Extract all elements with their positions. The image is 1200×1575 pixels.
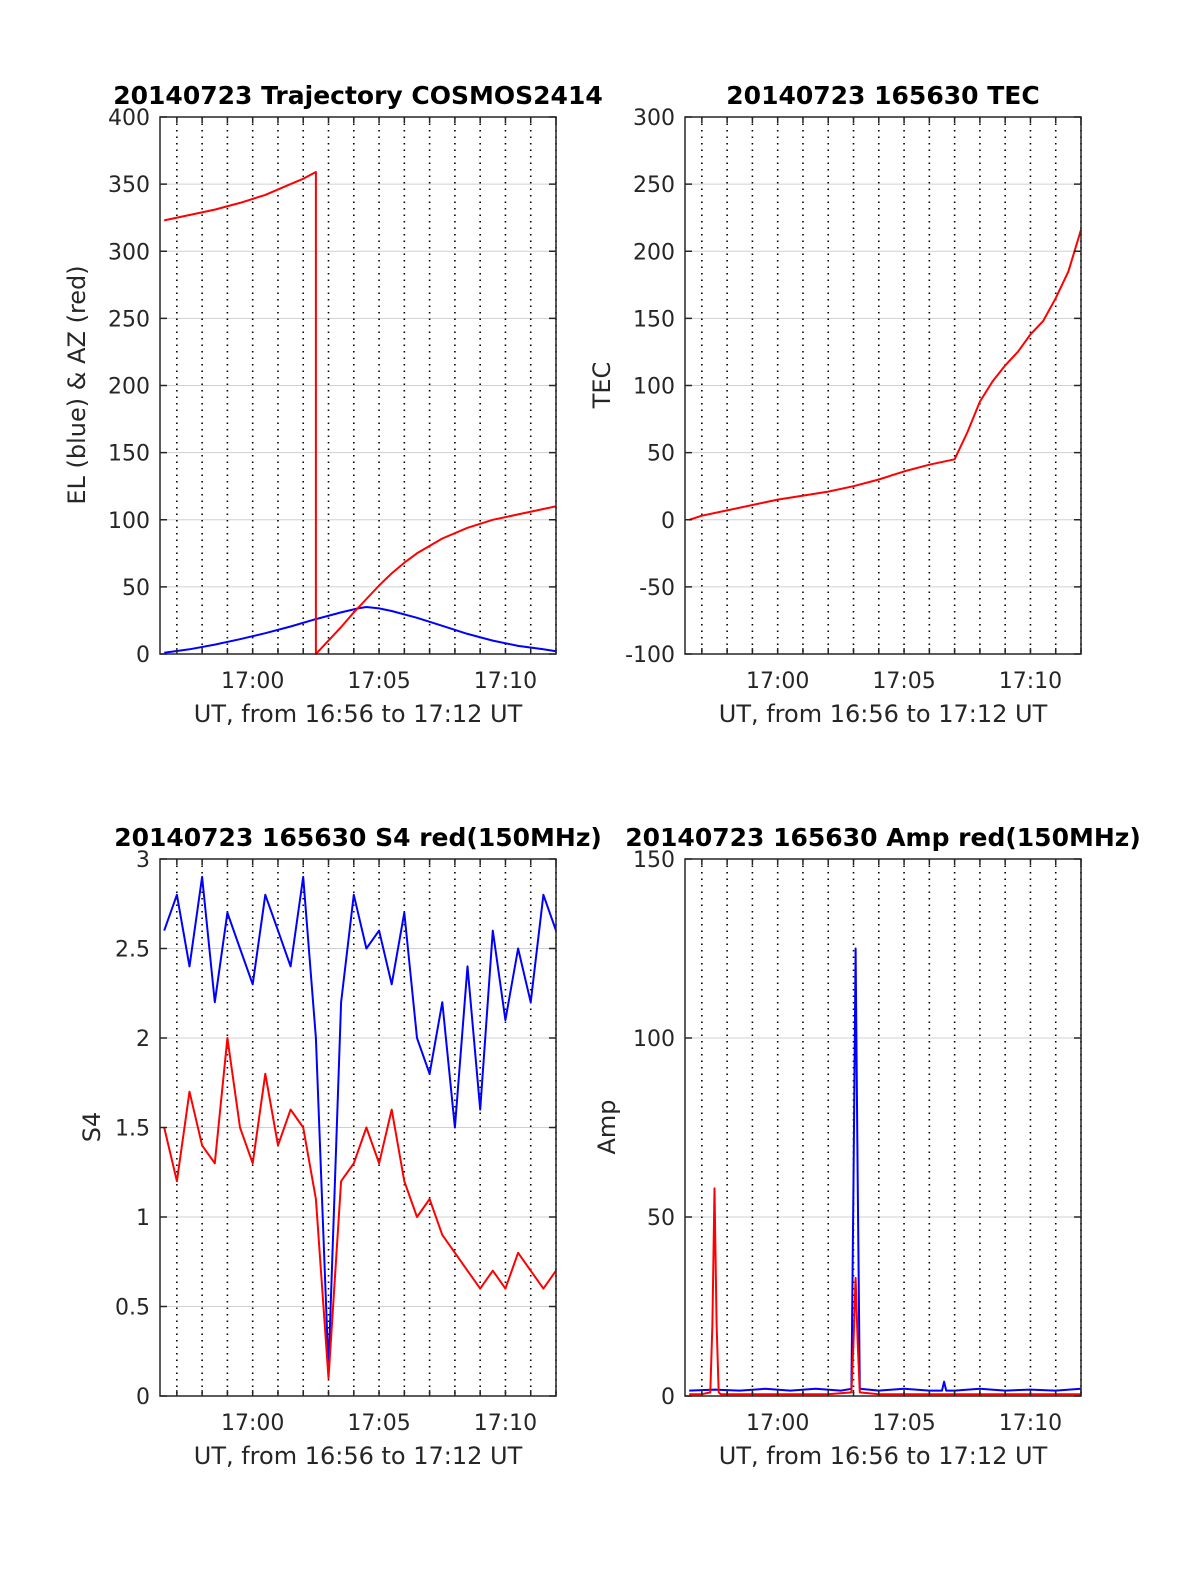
series-line-blue [163,875,557,1371]
yticks-trajectory: 0 50 100 150 200 250 300 350 400 [108,106,556,668]
y-tick-label: 250 [633,173,675,198]
y-tick-label: 0 [136,1385,150,1410]
y-axis-label: S4 [78,1112,106,1143]
axes-box-amp [684,858,1082,1397]
panel-trajectory: 0 50 100 150 200 250 300 350 400 17:00 17:05 17:10… [63,81,603,728]
series-line-red [689,1187,1081,1396]
panel-amp: 0 50 100 150 17:00 17:05 17:10 20140723 16563… [593,823,1141,1470]
xticks-amp: 17:00 17:05 17:10 [701,859,1082,1436]
yticks-amp: 0 50 100 150 [633,848,1081,1410]
x-tick-label: 17:05 [872,1411,935,1436]
x-axis-label: UT, from 16:56 to 17:12 UT [719,700,1048,728]
y-tick-label: 2.5 [115,938,150,963]
xticks-tec: 17:00 17:05 17:10 [701,117,1082,694]
panel-s4: 0 0.5 1 1.5 2 2.5 3 17:00 17:05 17:10 20140723 1… [78,823,602,1470]
chart-title: 20140723 165630 S4 red(150MHz) [114,823,602,852]
series-line-red [163,171,557,655]
x-axis-label: UT, from 16:56 to 17:12 UT [194,1442,523,1470]
series-line-blue [164,606,557,654]
y-tick-label: 100 [633,375,675,400]
y-axis-label: TEC [588,362,616,410]
x-tick-label: 17:00 [746,669,809,694]
y-tick-label: 50 [647,442,675,467]
x-axis-label: UT, from 16:56 to 17:12 UT [194,700,523,728]
y-tick-label: 150 [108,442,150,467]
y-tick-label: -50 [639,576,675,601]
y-tick-label: 2 [136,1027,150,1052]
series-tec [688,229,1082,521]
series-line-blue [689,947,1082,1392]
y-tick-label: 0 [661,509,675,534]
y-tick-label: 150 [633,307,675,332]
series-line-red [163,1037,557,1380]
x-tick-label: 17:05 [347,1411,410,1436]
x-tick-label: 17:00 [746,1411,809,1436]
series-trajectory [163,171,557,655]
x-tick-label: 17:10 [999,1411,1062,1436]
y-tick-label: 100 [108,509,150,534]
xticks-s4: 17:00 17:05 17:10 [176,859,557,1436]
y-tick-label: 200 [633,240,675,265]
y-tick-label: 200 [108,375,150,400]
x-tick-label: 17:05 [347,669,410,694]
y-tick-label: 0.5 [115,1296,150,1321]
y-tick-label: 1 [136,1206,150,1231]
yticks-s4: 0 0.5 1 1.5 2 2.5 3 [115,848,556,1410]
chart-title: 20140723 165630 TEC [726,81,1039,110]
y-tick-label: 50 [647,1206,675,1231]
y-tick-label: 300 [633,106,675,131]
x-tick-label: 17:10 [474,669,537,694]
series-s4 [163,875,557,1380]
x-axis-label: UT, from 16:56 to 17:12 UT [719,1442,1048,1470]
y-tick-label: 100 [633,1027,675,1052]
chart-title: 20140723 Trajectory COSMOS2414 [113,81,603,110]
xticks-trajectory: 17:00 17:05 17:10 [176,117,557,694]
y-tick-label: 150 [633,848,675,873]
y-tick-label: 1.5 [115,1117,150,1142]
y-tick-label: 0 [661,1385,675,1410]
y-tick-label: -100 [625,643,675,668]
y-axis-label: EL (blue) & AZ (red) [63,265,91,504]
chart-title: 20140723 165630 Amp red(150MHz) [625,823,1141,852]
plot-area-amp [685,859,1081,1396]
y-tick-label: 300 [108,240,150,265]
y-tick-label: 400 [108,106,150,131]
y-tick-label: 250 [108,307,150,332]
y-tick-label: 3 [136,848,150,873]
x-tick-label: 17:05 [872,669,935,694]
yticks-tec: -100 -50 0 50 100 150 200 250 300 [625,106,1081,668]
x-tick-label: 17:10 [474,1411,537,1436]
series-line-red [688,229,1082,521]
x-tick-label: 17:00 [221,669,284,694]
y-tick-label: 0 [136,643,150,668]
y-tick-label: 50 [122,576,150,601]
x-tick-label: 17:10 [999,669,1062,694]
series-amp [689,947,1082,1396]
y-axis-label: Amp [593,1099,621,1154]
x-tick-label: 17:00 [221,1411,284,1436]
y-tick-label: 350 [108,173,150,198]
panel-tec: -100 -50 0 50 100 150 200 250 300 17:00 17:05 17:1… [588,81,1082,728]
